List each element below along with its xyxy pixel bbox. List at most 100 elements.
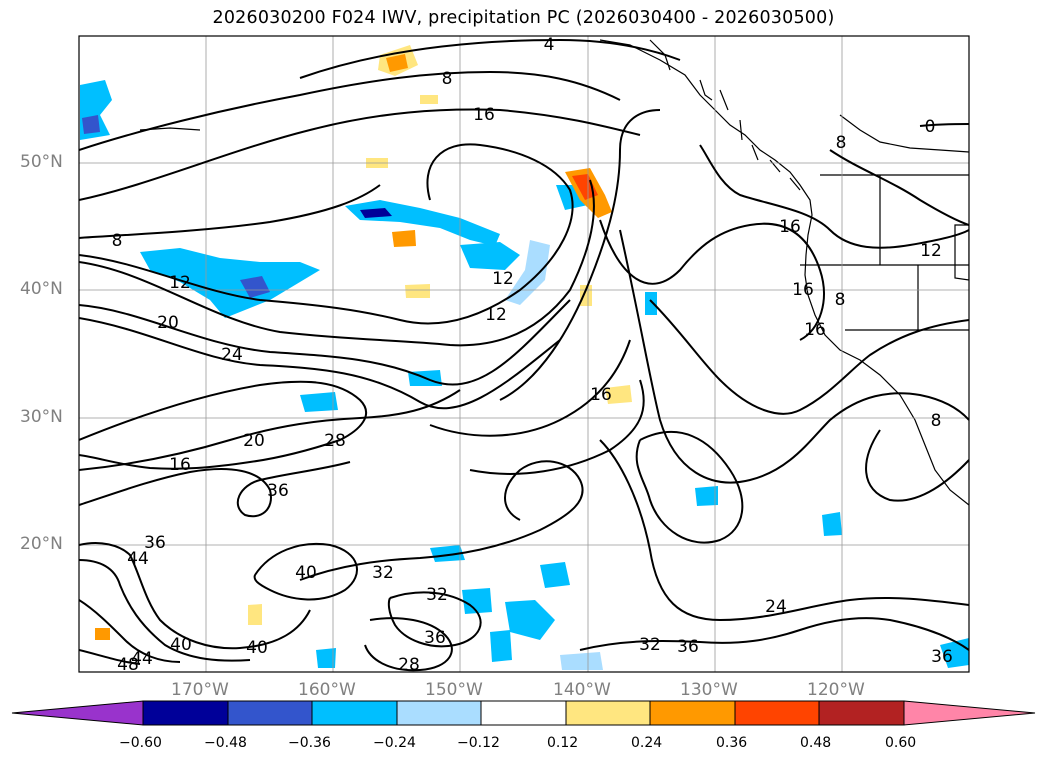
- contour-line: [299, 38, 681, 79]
- contour-line: [429, 339, 631, 437]
- contour-line: [299, 460, 584, 581]
- shade-patch: [405, 284, 430, 298]
- longitude-label: 150°W: [425, 680, 483, 700]
- contour-line: [619, 229, 969, 484]
- contour-line: [469, 379, 645, 475]
- shade-patch: [572, 174, 598, 200]
- colorbar-tick-label: 0.48: [800, 735, 832, 751]
- contour-line: [79, 599, 181, 663]
- contour-line: [79, 559, 251, 662]
- contour-line: [253, 542, 358, 601]
- contour-line: [699, 144, 969, 249]
- shade-patch: [560, 652, 603, 670]
- colorbar-tick-label: 0.60: [885, 735, 917, 751]
- contour-label: 44: [127, 549, 149, 569]
- shade-patch: [460, 242, 520, 270]
- contour-line: [865, 429, 969, 502]
- colorbar-tick-label: −0.12: [457, 735, 500, 751]
- contour-label: 8: [112, 231, 123, 251]
- colorbar-bin: [311, 700, 398, 726]
- contour-line: [79, 184, 381, 239]
- colorbar-extend-high: [903, 700, 1036, 726]
- shade-patch: [248, 604, 262, 625]
- shade-patch: [505, 240, 550, 305]
- contour-line: [635, 430, 744, 544]
- contour-line: [79, 299, 571, 386]
- contour-label: 16: [779, 217, 801, 237]
- colorbar-tick-label: 0.36: [716, 735, 748, 751]
- shade-patch: [490, 630, 512, 662]
- shade-patch: [822, 512, 842, 536]
- contour-label: 24: [221, 345, 243, 365]
- plot-frame: [78, 35, 970, 673]
- longitude-label: 140°W: [553, 680, 611, 700]
- shade-patch: [420, 95, 438, 104]
- contour-label: 36: [424, 628, 446, 648]
- contour-line: [79, 108, 641, 201]
- latitude-label: 20°N: [20, 534, 63, 554]
- shade-patch: [95, 628, 110, 640]
- contour-label: 20: [157, 313, 179, 333]
- contour-line: [79, 179, 595, 347]
- colorbar-tick-label: −0.24: [373, 735, 416, 751]
- shade-patch: [82, 115, 100, 134]
- contour-line: [79, 143, 574, 325]
- contour-line: [79, 542, 311, 650]
- longitude-label: 120°W: [807, 680, 865, 700]
- contour-label: 36: [267, 481, 289, 501]
- contour-line: [499, 109, 661, 401]
- contour-label: 48: [117, 655, 139, 675]
- shade-patch: [430, 545, 465, 562]
- contour-label: 32: [372, 563, 394, 583]
- latitude-label: 30°N: [20, 407, 63, 427]
- contour-line: [79, 317, 561, 410]
- contour-line: [829, 149, 969, 226]
- colorbar-tick-label: 0.24: [631, 735, 663, 751]
- shade-patch: [345, 200, 500, 246]
- contour-line: [79, 461, 351, 518]
- colorbar-bin: [142, 700, 229, 726]
- colorbar-tick-label: −0.60: [119, 735, 162, 751]
- contour-label: 8: [931, 411, 942, 431]
- colorbar-bin: [818, 700, 905, 726]
- contour-label: 32: [426, 585, 448, 605]
- colorbar: [11, 700, 1036, 726]
- latitude-label: 50°N: [20, 152, 63, 172]
- contour-line: [79, 70, 621, 151]
- colorbar-bin: [649, 700, 736, 726]
- shade-patch: [645, 292, 657, 315]
- contour-label: 8: [835, 290, 846, 310]
- contour-line: [649, 299, 969, 415]
- contour-label: 16: [473, 105, 495, 125]
- contour-label: 24: [765, 597, 787, 617]
- contour-label: 8: [442, 69, 453, 89]
- contour-label: 44: [131, 649, 153, 669]
- shade-patch: [695, 486, 718, 506]
- contour-line: [919, 123, 969, 127]
- contour-label: 32: [639, 635, 661, 655]
- longitude-label: 130°W: [680, 680, 738, 700]
- shade-patch: [386, 54, 408, 72]
- contour-label: 16: [792, 280, 814, 300]
- graticule: [79, 36, 969, 672]
- shade-patch: [505, 600, 555, 640]
- iwv-contours: [79, 38, 969, 672]
- precipitation-shading: [80, 45, 969, 670]
- contour-label: 20: [243, 431, 265, 451]
- contour-label: 12: [920, 241, 942, 261]
- contour-label: 16: [804, 320, 826, 340]
- contour-label: 40: [295, 563, 317, 583]
- contour-line: [599, 439, 969, 622]
- colorbar-tick-label: −0.36: [288, 735, 331, 751]
- contour-line: [79, 389, 461, 471]
- contour-line: [79, 380, 367, 470]
- contour-label: 16: [590, 385, 612, 405]
- contour-label: 36: [144, 533, 166, 553]
- longitude-label: 170°W: [171, 680, 229, 700]
- contour-label: 28: [398, 655, 420, 675]
- contour-label: 0: [925, 117, 936, 137]
- contour-label: 36: [677, 637, 699, 657]
- colorbar-tick-label: −0.48: [204, 735, 247, 751]
- contour-label: 16: [169, 455, 191, 475]
- contour-label: 40: [246, 638, 268, 658]
